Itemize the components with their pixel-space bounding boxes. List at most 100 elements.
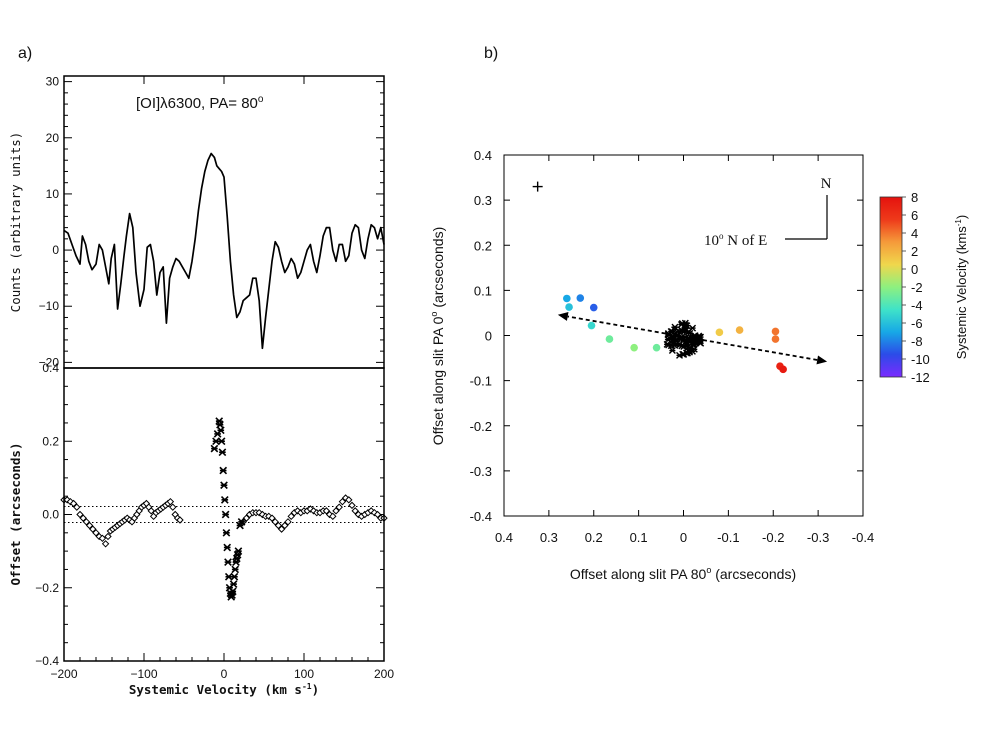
b-ytick-labels: 0.4 0.3 0.2 0.1 0 -0.1 -0.2 -0.3 -0.4: [470, 148, 492, 524]
b-continuum-point: [683, 339, 691, 347]
orientation-rest: N of E: [724, 233, 768, 249]
colorbar-label-sup: -1: [954, 219, 963, 227]
b-jet-axis-line: [567, 315, 818, 361]
a2-diamond-point: [281, 521, 289, 530]
a2-xtick-label: 100: [294, 667, 314, 681]
a2-diamond-point: [271, 518, 279, 526]
b-continuum-point: [678, 342, 686, 350]
a2-asterisk-point: [221, 510, 230, 519]
panel-label-b: b): [484, 45, 498, 62]
a2-diamond-point: [104, 532, 112, 541]
a2-diamond-point: [274, 521, 283, 530]
b-ytick-label: -0.4: [470, 509, 492, 524]
a1-ytick-label: 0: [52, 243, 59, 257]
a2-asterisk-point: [220, 481, 228, 490]
a2-asterisk-point: [224, 558, 232, 566]
colorbar-tick-label: 6: [911, 208, 918, 223]
b-continuum-point: [690, 345, 698, 353]
a2-diamond-point: [101, 540, 110, 548]
b-xtick-label: 0.3: [540, 530, 558, 545]
a1-frame: [63, 75, 385, 369]
a2-diamond-point: [322, 507, 331, 515]
a2-diamond-point: [73, 503, 81, 511]
a2-diamond-point: [277, 525, 286, 533]
a2-asterisk-point: [228, 587, 237, 596]
a2-diamond-point: [373, 510, 382, 519]
a2-ytick-label: 0.0: [42, 508, 59, 522]
b-jet-axis: [557, 312, 828, 365]
b-velocity-point: [771, 327, 780, 336]
a2-diamond-point: [348, 501, 356, 510]
colorbar-tick-label: 0: [911, 262, 918, 277]
a2-diamond-point: [98, 534, 107, 543]
colorbar-tick-label: -8: [911, 334, 923, 349]
colorbar-label: Systemic Velocity (kms-1): [954, 215, 969, 359]
a2-asterisk-point: [223, 543, 232, 552]
a2-points: [60, 417, 388, 601]
b-velocity-point: [715, 328, 724, 337]
b-ytick-label: 0.4: [474, 148, 492, 163]
b-ytick-label: -0.3: [470, 464, 492, 479]
b-xtick-labels: 0.4 0.3 0.2 0.1 0 -0.1 -0.2 -0.3 -0.4: [495, 530, 874, 545]
a2-xlabel-text: Systemic Velocity (km s: [129, 682, 302, 697]
a2-asterisk-point: [210, 444, 219, 453]
b-velocity-point: [587, 321, 596, 330]
b-xtick-label: 0: [680, 530, 687, 545]
b-velocity-point: [630, 343, 638, 352]
b-velocity-point: [652, 343, 661, 352]
a2-diamond-point: [147, 507, 155, 515]
b-points: [563, 294, 787, 374]
b-velocity-point: [563, 294, 571, 303]
b-jet-arrowhead: [557, 312, 569, 321]
a2-diamond-point: [309, 507, 318, 515]
a2-diamond-point: [338, 497, 347, 506]
a2-diamond-point: [89, 525, 97, 533]
a2-asterisk-point: [224, 572, 233, 581]
a2-asterisk-point: [230, 572, 239, 581]
a2-asterisk-point: [237, 517, 246, 526]
a2-asterisk-point: [229, 580, 238, 588]
a2-diamond-point: [268, 514, 276, 522]
a2-diamond-point: [293, 507, 302, 515]
a2-ytick-label: 0.4: [42, 361, 59, 375]
b-continuum-point: [671, 341, 679, 349]
b-jet-arrowhead: [816, 355, 828, 365]
a2-diamond-point: [82, 518, 91, 526]
a1-ytick-label: 30: [46, 75, 60, 89]
b-xtick-label: 0.1: [630, 530, 648, 545]
a2-ytick-labels: 0.4 0.2 0.0 −0.2 −0.4: [35, 361, 59, 668]
b-ylabel-text: Offset along slit PA 0: [430, 316, 446, 445]
a2-diamond-point: [176, 516, 184, 524]
colorbar-tick-label: -2: [911, 280, 923, 295]
colorbar-tick-label: -12: [911, 370, 930, 385]
panel-b: 0.40.30.20.10-0.1-0.2-0.3-0.4 0.4 0.3 0.2 0…: [429, 148, 969, 582]
b-velocity-point: [779, 365, 787, 374]
b-velocity-point: [605, 335, 614, 343]
a2-ytick-label: −0.2: [35, 581, 59, 595]
a2-xlabel-close: ): [312, 682, 320, 697]
a2-asterisk-point: [217, 437, 226, 446]
a1-ytick-labels: 30 20 10 0 −10 −20: [39, 75, 60, 370]
a2-xtick-label: 0: [221, 667, 228, 681]
b-ylabel: Offset along slit PA 0o (arcseconds): [429, 227, 446, 446]
a1-ytick-label: −10: [39, 299, 60, 313]
colorbar-tick-label: 8: [911, 190, 918, 205]
b-continuum-point: [697, 339, 705, 347]
a2-asterisk-point: [218, 448, 227, 457]
a1-title-text: [OI]λ6300, PA= 80: [136, 95, 258, 112]
a2-xtick-label: −100: [130, 667, 157, 681]
compass: N 10o N of E: [704, 176, 832, 249]
colorbar-tick-label: -4: [911, 298, 923, 313]
b-velocity-point: [576, 294, 585, 302]
a1-title-superscript: o: [258, 94, 264, 105]
a2-xtick-label: 200: [374, 667, 394, 681]
a2-asterisk-point: [231, 565, 240, 574]
colorbar-label-text: Systemic Velocity (kms: [954, 226, 969, 359]
b-xlabel-close: (arcseconds): [711, 566, 796, 582]
a2-diamond-point: [69, 499, 78, 508]
a1-ytick-label: −20: [39, 355, 60, 369]
colorbar-tick-label: 2: [911, 244, 918, 259]
a2-diamond-point: [85, 521, 94, 530]
a2-diamond-point: [92, 529, 100, 537]
